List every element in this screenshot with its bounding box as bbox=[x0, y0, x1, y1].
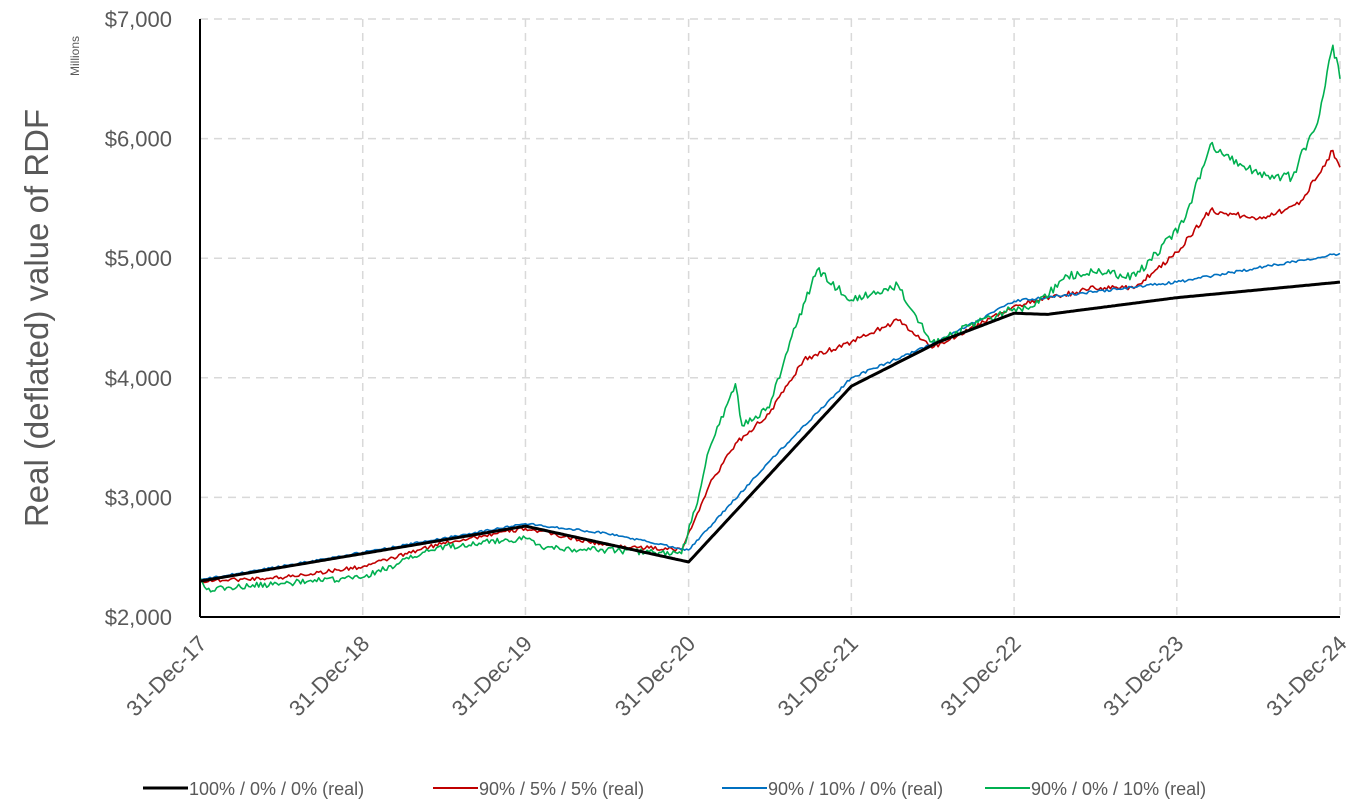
series-lines bbox=[199, 44, 1341, 593]
y-tick-label: $2,000 bbox=[105, 605, 172, 630]
legend-label: 90% / 10% / 0% (real) bbox=[768, 779, 943, 799]
legend-label: 100% / 0% / 0% (real) bbox=[189, 779, 364, 799]
series-line-4 bbox=[199, 44, 1341, 593]
axes bbox=[199, 19, 1340, 618]
x-tick-label: 31-Dec-20 bbox=[610, 631, 700, 721]
series-line-3 bbox=[199, 252, 1341, 581]
x-tick-label: 31-Dec-22 bbox=[935, 631, 1025, 721]
x-tick-label: 31-Dec-23 bbox=[1098, 631, 1188, 721]
series-line-2 bbox=[199, 149, 1341, 584]
x-tick-labels: 31-Dec-17 31-Dec-18 31-Dec-19 31-Dec-20 31-D… bbox=[121, 631, 1351, 721]
x-tick-label: 31-Dec-21 bbox=[773, 631, 863, 721]
series-line-1 bbox=[199, 280, 1341, 583]
y-tick-labels: $2,000 $3,000 $4,000 $5,000 $6,000 $7,000 bbox=[105, 7, 172, 630]
y-units-label: Millions bbox=[68, 36, 82, 76]
x-tick-label: 31-Dec-19 bbox=[447, 631, 537, 721]
y-tick-label: $5,000 bbox=[105, 246, 172, 271]
y-tick-label: $3,000 bbox=[105, 485, 172, 510]
y-axis-label: Real (deflated) value of RDF bbox=[18, 109, 55, 527]
y-tick-label: $7,000 bbox=[105, 7, 172, 32]
x-tick-label: 31-Dec-18 bbox=[284, 631, 374, 721]
legend: 100% / 0% / 0% (real) 90% / 5% / 5% (real… bbox=[143, 779, 1206, 799]
legend-label: 90% / 5% / 5% (real) bbox=[479, 779, 644, 799]
x-tick-label: 31-Dec-17 bbox=[121, 631, 211, 721]
y-tick-label: $4,000 bbox=[105, 366, 172, 391]
gridlines bbox=[200, 18, 1341, 617]
x-tick-label: 31-Dec-24 bbox=[1261, 631, 1351, 721]
y-tick-label: $6,000 bbox=[105, 127, 172, 152]
legend-label: 90% / 0% / 10% (real) bbox=[1031, 779, 1206, 799]
